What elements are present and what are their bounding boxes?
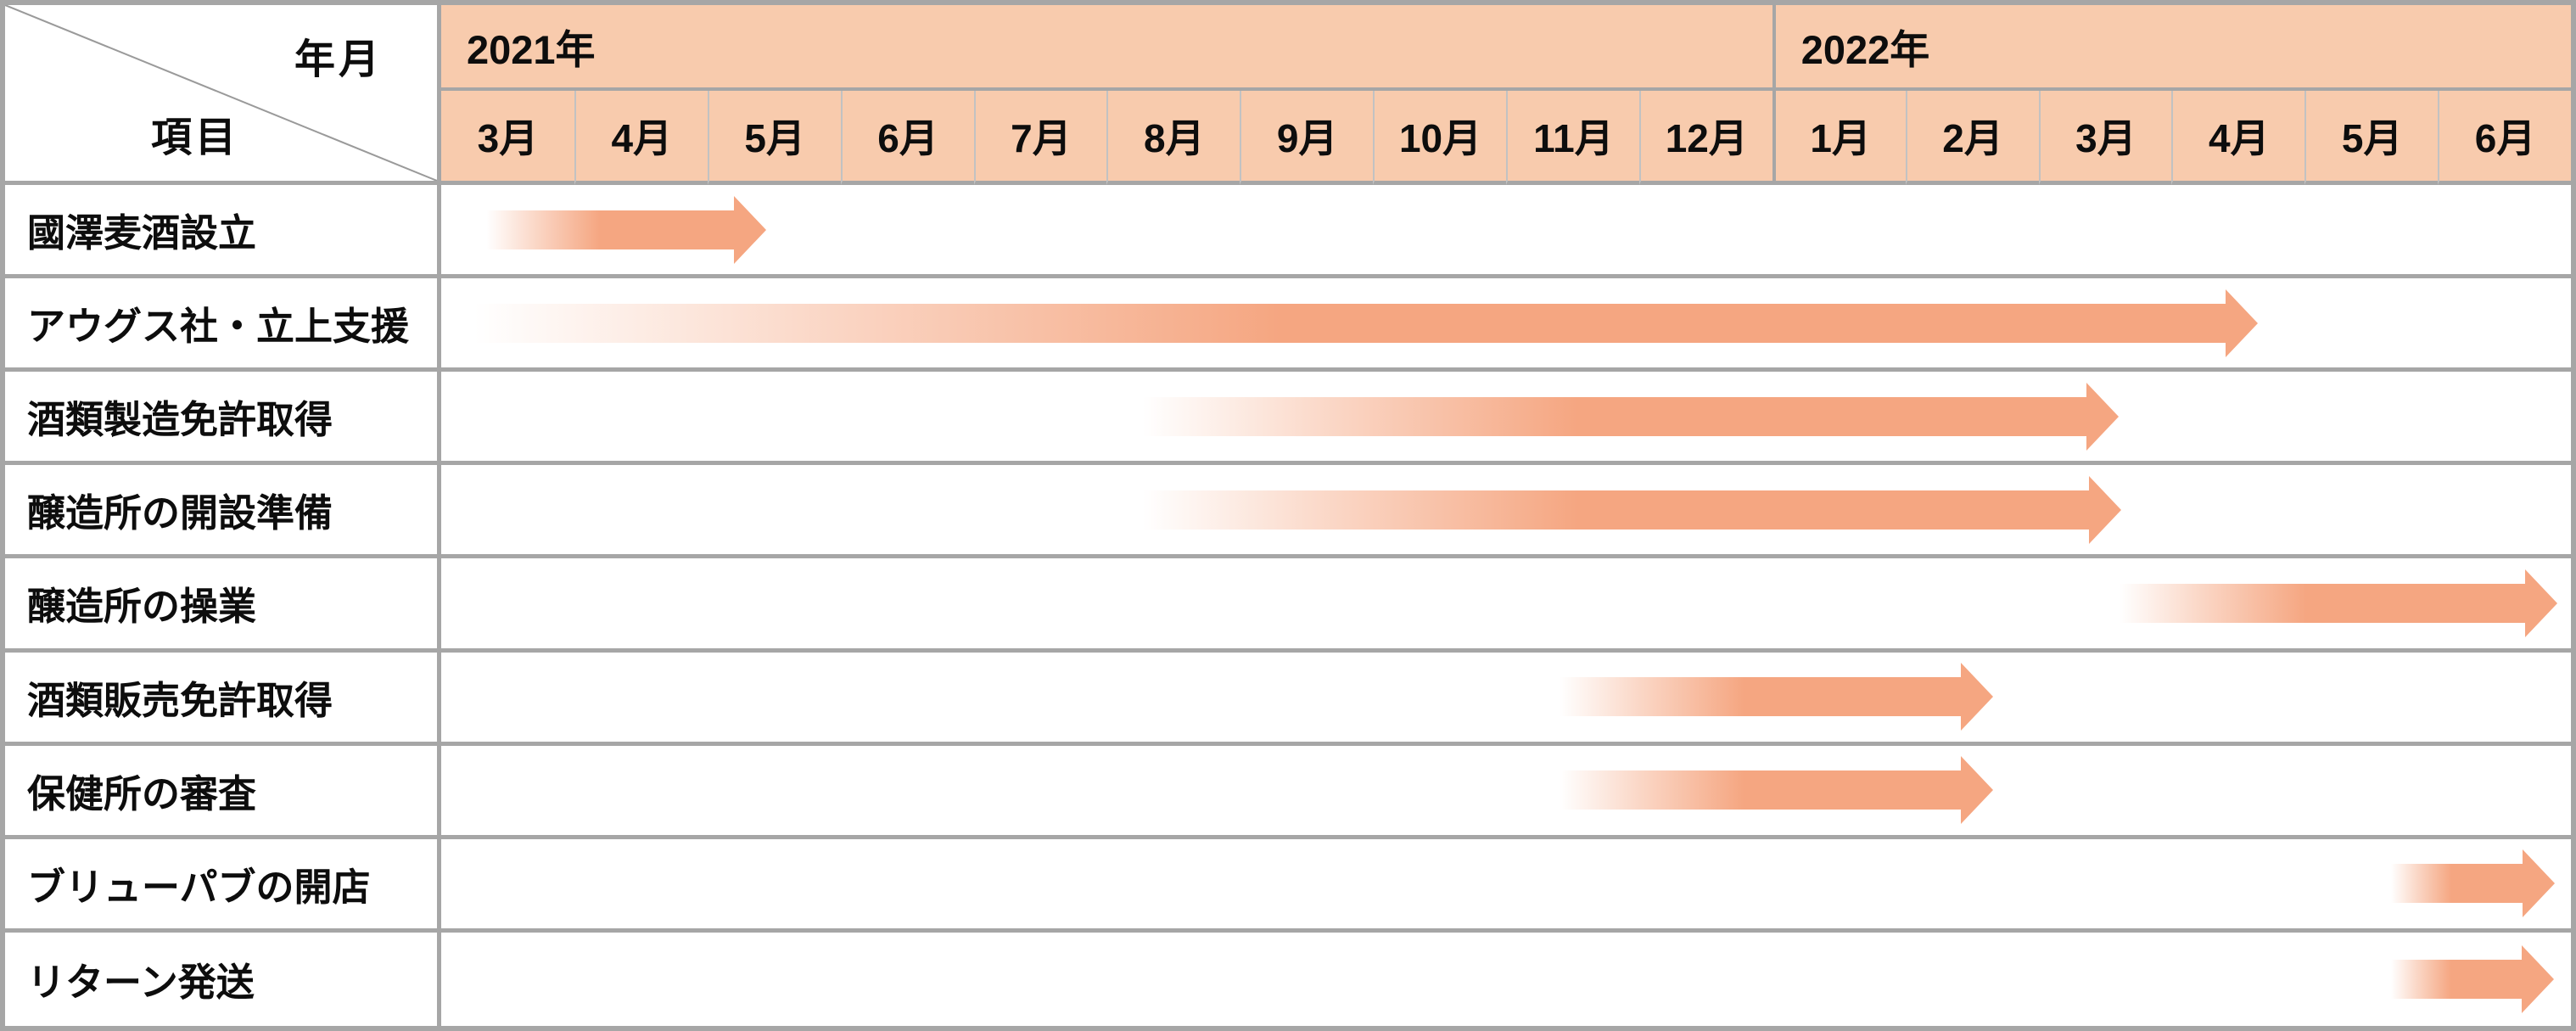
task-timeline-cell xyxy=(441,932,2571,1026)
task-label: リターン発送 xyxy=(5,932,441,1026)
month-header-6: 8月 xyxy=(1106,91,1240,185)
task-label: 保健所の審査 xyxy=(5,745,441,839)
task-arrow-head xyxy=(2088,475,2121,544)
task-arrow xyxy=(486,185,766,274)
task-timeline-cell xyxy=(441,652,2571,746)
corner-diagonal-line xyxy=(5,5,437,181)
month-header-15: 5月 xyxy=(2304,91,2439,185)
task-arrow-shaft xyxy=(474,303,2226,343)
task-arrow-head xyxy=(2226,289,2259,357)
task-arrow-shaft xyxy=(2120,583,2526,623)
task-label: 酒類販売免許取得 xyxy=(5,652,441,746)
task-arrow-head xyxy=(2525,569,2558,637)
month-header-4: 6月 xyxy=(840,91,974,185)
task-arrow xyxy=(474,278,2259,367)
task-arrow xyxy=(2391,839,2556,928)
task-arrow xyxy=(1559,746,1994,835)
task-label: 酒類製造免許取得 xyxy=(5,372,441,466)
year-header-2021: 2021年 xyxy=(441,5,1772,91)
month-header-1: 3月 xyxy=(441,91,574,185)
task-arrow-head xyxy=(2521,944,2554,1013)
month-header-3: 5月 xyxy=(707,91,841,185)
task-timeline-cell xyxy=(441,558,2571,653)
task-arrow-head xyxy=(2086,382,2119,451)
task-arrow xyxy=(2391,933,2554,1026)
task-arrow xyxy=(2120,558,2558,647)
month-header-14: 4月 xyxy=(2171,91,2305,185)
task-arrow xyxy=(1142,465,2121,554)
task-timeline-cell xyxy=(441,465,2571,559)
task-label: 醸造所の操業 xyxy=(5,558,441,653)
month-header-10: 12月 xyxy=(1638,91,1772,185)
task-timeline-cell xyxy=(441,745,2571,839)
task-timeline-cell xyxy=(441,185,2571,279)
task-label: ブリューパブの開店 xyxy=(5,838,441,933)
task-label: 醸造所の開設準備 xyxy=(5,465,441,559)
task-arrow-head xyxy=(1961,756,1994,825)
task-arrow xyxy=(1142,372,2119,461)
task-timeline-cell xyxy=(441,278,2571,373)
task-arrow-shaft xyxy=(1142,490,2089,530)
month-header-11: 1月 xyxy=(1772,91,1906,185)
gantt-grid: 年月 項目 2021年 2022年 3月 4月 5月 6月 7月 8月 9月 10月 11月 12月 1… xyxy=(5,5,2571,1026)
task-arrow-shaft xyxy=(2391,959,2522,999)
month-header-13: 3月 xyxy=(2038,91,2172,185)
month-header-2: 4月 xyxy=(574,91,708,185)
year-header-2022: 2022年 xyxy=(1772,5,2571,91)
corner-cell: 年月 項目 xyxy=(5,5,441,185)
task-arrow-head xyxy=(2523,849,2556,918)
task-arrow-head xyxy=(1961,663,1994,731)
task-timeline-cell xyxy=(441,372,2571,466)
month-header-9: 11月 xyxy=(1506,91,1639,185)
month-header-12: 2月 xyxy=(1905,91,2039,185)
month-header-7: 9月 xyxy=(1240,91,1374,185)
month-header-8: 10月 xyxy=(1373,91,1506,185)
month-header-5: 7月 xyxy=(973,91,1107,185)
task-arrow xyxy=(1559,653,1994,742)
corner-label-item: 項目 xyxy=(151,115,240,160)
task-arrow-head xyxy=(733,195,766,264)
task-arrow-shaft xyxy=(486,210,734,249)
task-timeline-cell xyxy=(441,838,2571,933)
task-label: 國澤麦酒設立 xyxy=(5,185,441,279)
task-arrow-shaft xyxy=(1559,677,1962,717)
month-header-16: 6月 xyxy=(2438,91,2571,185)
task-arrow-shaft xyxy=(1559,770,1962,810)
task-arrow-shaft xyxy=(2391,864,2523,904)
task-arrow-shaft xyxy=(1142,396,2086,436)
corner-label-year-month: 年月 xyxy=(294,37,383,82)
task-label: アウグス社・立上支援 xyxy=(5,278,441,373)
